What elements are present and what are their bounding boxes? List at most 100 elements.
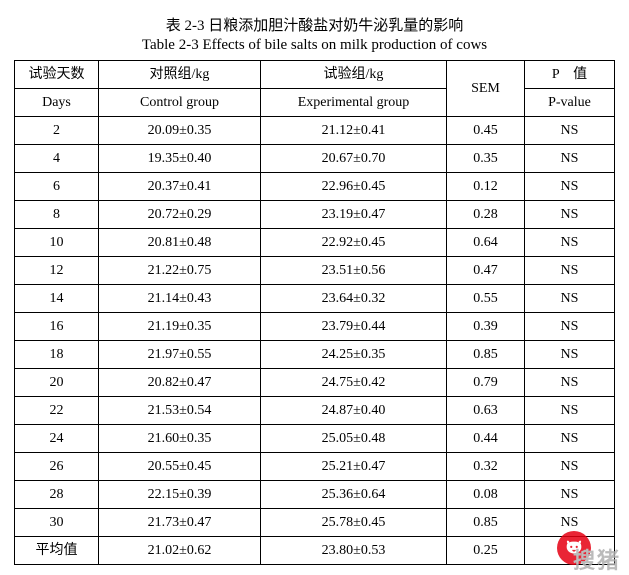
table-row: 1020.81±0.4822.92±0.450.64NS [15,229,615,257]
cell-sem: 0.25 [447,537,525,565]
cell-day: 8 [15,201,99,229]
table-title-en: Table 2-3 Effects of bile salts on milk … [14,37,615,54]
cell-exp: 24.25±0.35 [261,341,447,369]
cell-sem: 0.28 [447,201,525,229]
cell-p: NS [525,117,615,145]
table-row: 419.35±0.4020.67±0.700.35NS [15,145,615,173]
table-row: 1421.14±0.4323.64±0.320.55NS [15,285,615,313]
cell-control: 21.60±0.35 [99,425,261,453]
header-p-en: P-value [525,89,615,117]
cell-control: 21.19±0.35 [99,313,261,341]
cell-sem: 0.79 [447,369,525,397]
header-p-cn: P 值 [525,61,615,89]
cell-p: NS [525,229,615,257]
header-exp-en: Experimental group [261,89,447,117]
cell-day: 22 [15,397,99,425]
cell-sem: 0.32 [447,453,525,481]
cell-control: 20.37±0.41 [99,173,261,201]
table-body: 220.09±0.3521.12±0.410.45NS419.35±0.4020… [15,117,615,565]
cell-day: 6 [15,173,99,201]
cell-exp: 25.05±0.48 [261,425,447,453]
header-control-en: Control group [99,89,261,117]
cell-control: 22.15±0.39 [99,481,261,509]
table-row: 2620.55±0.4525.21±0.470.32NS [15,453,615,481]
table-row: 平均值21.02±0.6223.80±0.530.25 [15,537,615,565]
table-row: 620.37±0.4122.96±0.450.12NS [15,173,615,201]
table-row: 2221.53±0.5424.87±0.400.63NS [15,397,615,425]
cell-exp: 22.92±0.45 [261,229,447,257]
cell-day: 24 [15,425,99,453]
cell-p [525,537,615,565]
header-days-en: Days [15,89,99,117]
table-row: 1621.19±0.3523.79±0.440.39NS [15,313,615,341]
cell-sem: 0.85 [447,341,525,369]
cell-sem: 0.85 [447,509,525,537]
header-exp-cn: 试验组/kg [261,61,447,89]
cell-sem: 0.64 [447,229,525,257]
table-row: 820.72±0.2923.19±0.470.28NS [15,201,615,229]
cell-exp: 23.80±0.53 [261,537,447,565]
cell-p: NS [525,257,615,285]
cell-sem: 0.63 [447,397,525,425]
table-row: 2822.15±0.3925.36±0.640.08NS [15,481,615,509]
cell-exp: 20.67±0.70 [261,145,447,173]
cell-control: 20.81±0.48 [99,229,261,257]
cell-sem: 0.55 [447,285,525,313]
cell-sem: 0.47 [447,257,525,285]
cell-control: 20.72±0.29 [99,201,261,229]
data-table: 试验天数 对照组/kg 试验组/kg SEM P 值 Days Control … [14,60,615,565]
cell-exp: 25.78±0.45 [261,509,447,537]
cell-sem: 0.39 [447,313,525,341]
cell-control: 21.22±0.75 [99,257,261,285]
cell-day: 18 [15,341,99,369]
cell-control: 21.14±0.43 [99,285,261,313]
cell-p: NS [525,453,615,481]
cell-p: NS [525,201,615,229]
cell-exp: 23.19±0.47 [261,201,447,229]
header-control-cn: 对照组/kg [99,61,261,89]
cell-p: NS [525,481,615,509]
cell-day: 28 [15,481,99,509]
cell-day: 4 [15,145,99,173]
table-title-cn: 表 2-3 日粮添加胆汁酸盐对奶牛泌乳量的影响 [14,14,615,35]
table-row: 1221.22±0.7523.51±0.560.47NS [15,257,615,285]
cell-day: 14 [15,285,99,313]
header-days-cn: 试验天数 [15,61,99,89]
cell-day: 10 [15,229,99,257]
cell-p: NS [525,145,615,173]
cell-p: NS [525,313,615,341]
header-row-1: 试验天数 对照组/kg 试验组/kg SEM P 值 [15,61,615,89]
cell-control: 20.82±0.47 [99,369,261,397]
cell-control: 21.53±0.54 [99,397,261,425]
cell-control: 19.35±0.40 [99,145,261,173]
cell-p: NS [525,341,615,369]
cell-control: 20.55±0.45 [99,453,261,481]
cell-exp: 24.75±0.42 [261,369,447,397]
cell-exp: 25.21±0.47 [261,453,447,481]
table-row: 2020.82±0.4724.75±0.420.79NS [15,369,615,397]
table-row: 3021.73±0.4725.78±0.450.85NS [15,509,615,537]
cell-sem: 0.08 [447,481,525,509]
cell-control: 21.73±0.47 [99,509,261,537]
cell-day: 2 [15,117,99,145]
cell-exp: 23.51±0.56 [261,257,447,285]
header-row-2: Days Control group Experimental group P-… [15,89,615,117]
cell-exp: 23.79±0.44 [261,313,447,341]
cell-sem: 0.12 [447,173,525,201]
cell-day: 16 [15,313,99,341]
cell-control: 21.02±0.62 [99,537,261,565]
cell-p: NS [525,173,615,201]
cell-sem: 0.44 [447,425,525,453]
cell-day: 20 [15,369,99,397]
header-sem: SEM [447,61,525,117]
cell-p: NS [525,285,615,313]
cell-p: NS [525,369,615,397]
cell-exp: 22.96±0.45 [261,173,447,201]
cell-sem: 0.45 [447,117,525,145]
table-row: 220.09±0.3521.12±0.410.45NS [15,117,615,145]
cell-p: NS [525,425,615,453]
table-row: 1821.97±0.5524.25±0.350.85NS [15,341,615,369]
cell-exp: 21.12±0.41 [261,117,447,145]
cell-exp: 23.64±0.32 [261,285,447,313]
cell-exp: 24.87±0.40 [261,397,447,425]
